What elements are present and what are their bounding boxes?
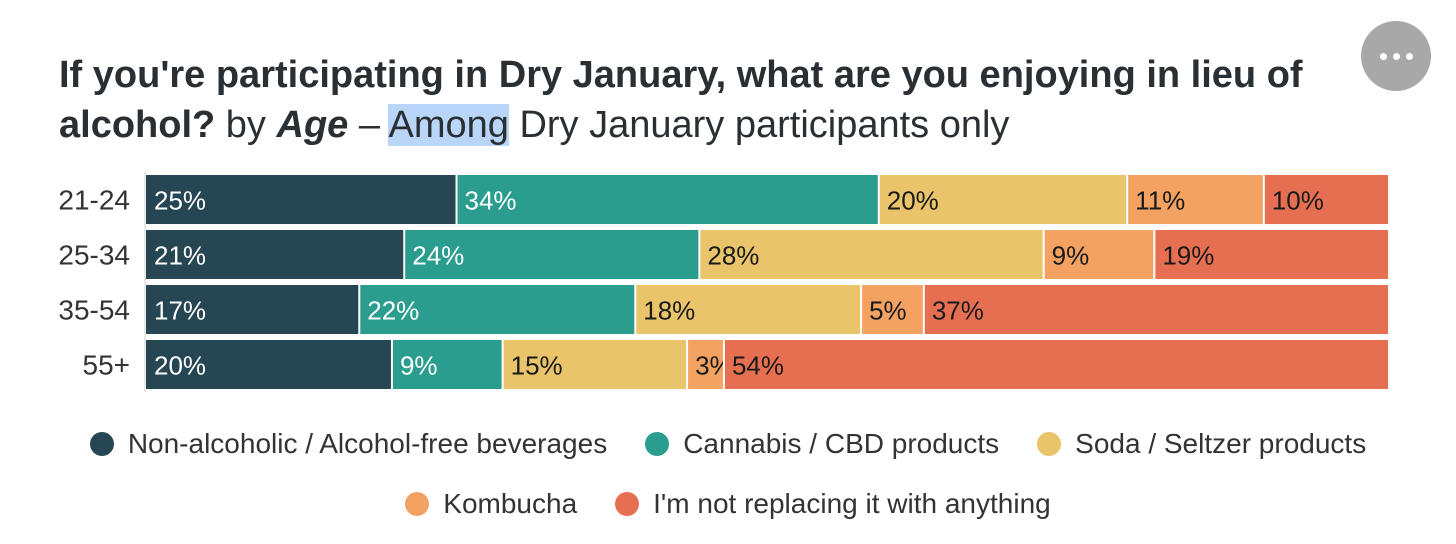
data-label: 5% [869,296,907,326]
bar-segment [404,230,700,279]
bar-segment [146,285,360,334]
legend-item[interactable]: Soda / Seltzer products [1037,428,1366,460]
chart-title-dimension: Age [276,104,349,146]
bar-segment [502,340,688,389]
data-label: 25% [154,186,206,216]
bar-segment [146,340,392,389]
data-label: 17% [154,296,206,326]
data-label: 37% [932,296,984,326]
bar-segment [1154,230,1388,279]
data-label: 11% [1135,186,1185,216]
data-label: 21% [154,241,206,271]
legend-swatch [645,432,670,456]
more-options-button[interactable] [1361,21,1431,91]
chart-subtitle-dash: – [358,104,380,146]
chart-title-main: If you're participating in Dry January, … [59,54,1303,146]
more-horizontal-icon-dot [1379,52,1387,60]
bar-segment [1263,175,1388,224]
data-label: 10% [1272,186,1324,216]
bar-segment [635,285,862,334]
data-label: 54% [732,351,784,381]
y-tick-label: 21-24 [58,185,130,216]
legend-item[interactable]: Kombucha [405,488,577,520]
data-label: 20% [887,186,939,216]
y-tick-label: 35-54 [58,295,130,326]
data-label: 28% [707,241,759,271]
data-label: 22% [367,296,419,326]
legend-label: I'm not replacing it with anything [653,488,1051,519]
bar-segment [699,230,1044,279]
bar-segment [146,175,457,224]
chart-subtitle-rest: Dry January participants only [519,104,1010,146]
legend-swatch [89,432,114,456]
data-label: 34% [465,186,517,216]
legend-item[interactable]: Cannabis / CBD products [645,428,999,460]
legend-swatch [1037,432,1062,456]
legend-label: Soda / Seltzer products [1075,428,1367,459]
bar-segment [146,230,405,279]
y-tick-label: 25-34 [58,240,130,271]
legend-row-1: Non-alcoholic / Alcohol-free beverages Ca… [0,428,1456,460]
data-label: 9% [400,351,438,381]
legend-label: Non-alcoholic / Alcohol-free beverages [127,428,608,459]
chart-title-by: by [225,104,266,146]
legend-row-2: Kombucha I'm not replacing it with anythi… [0,488,1456,520]
legend-item[interactable]: Non-alcoholic / Alcohol-free beverages [89,428,608,460]
legend-label: Kombucha [443,488,578,519]
data-label: 18% [643,296,695,326]
more-horizontal-icon-dot [1392,52,1400,60]
data-label: 9% [1052,241,1090,271]
y-tick-label: 55+ [83,350,131,381]
legend-item[interactable]: I'm not replacing it with anything [615,488,1051,520]
bar-segment [923,285,1388,334]
bar-segment [359,285,636,334]
bar-segment [1127,175,1264,224]
stacked-bar-chart: 21-24 25% 34% 20% 11% 10% 25-34 21% 24% 28% 9% 19% 3… [58,172,1388,392]
bar-segment [456,175,879,224]
data-label: 15% [511,351,563,381]
chart-subtitle-highlight: Among [388,104,509,146]
bar-segment [1043,230,1155,279]
legend-swatch [615,492,640,516]
bar-segment [861,285,924,334]
more-horizontal-icon-dot [1405,52,1413,60]
data-label: 20% [154,351,206,381]
bar-segment [391,340,503,389]
bar-segment [687,340,724,389]
data-label: 24% [412,241,464,271]
data-label: 19% [1162,241,1214,271]
bar-segment [723,340,1388,389]
legend-swatch [405,492,430,516]
bar-segment [878,175,1128,224]
legend-label: Cannabis / CBD products [683,428,1000,459]
chart-title: If you're participating in Dry January, … [59,50,1359,150]
